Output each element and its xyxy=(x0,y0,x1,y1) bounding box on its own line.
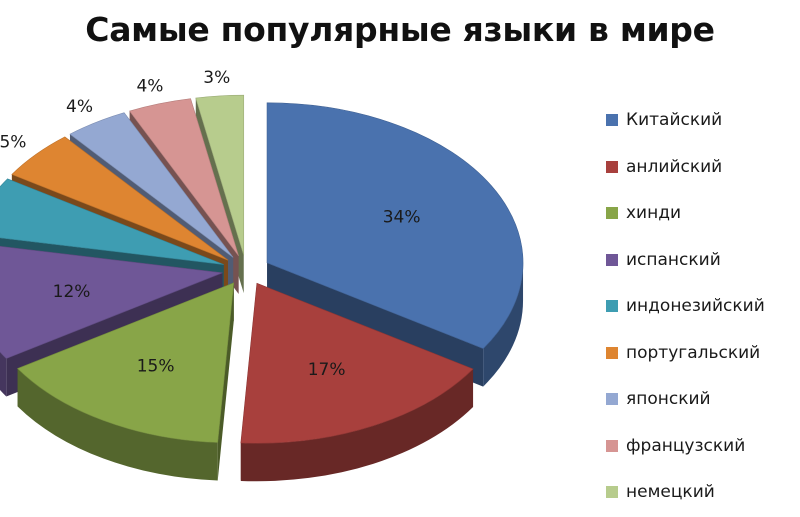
slice-3 xyxy=(0,245,223,359)
pie-labels: 34%17%15%12%6%5%4%4%3% xyxy=(0,68,421,380)
slice-label-8: 3% xyxy=(203,68,230,88)
slice-wall-1 xyxy=(240,368,474,482)
legend-swatch xyxy=(606,300,618,313)
slice-0 xyxy=(266,102,524,349)
slice-8 xyxy=(195,94,245,256)
legend-label: португальский xyxy=(626,342,761,363)
legend-swatch xyxy=(606,346,618,359)
legend-label: испанский xyxy=(626,249,721,270)
legend-label: хинди xyxy=(626,203,682,224)
slice-label-1: 17% xyxy=(308,360,346,380)
slice-wall-2 xyxy=(17,368,218,481)
legend-label: индонезийский xyxy=(626,296,765,317)
legend-item: японский xyxy=(606,376,796,423)
legend-item: индонезийский xyxy=(606,283,796,330)
legend-item: французский xyxy=(606,423,796,470)
slice-7 xyxy=(129,98,239,257)
slice-label-3: 12% xyxy=(53,282,91,302)
legend-swatch xyxy=(606,114,618,127)
legend-swatch xyxy=(606,253,618,266)
slice-1 xyxy=(240,282,474,444)
legend-swatch xyxy=(606,160,618,173)
legend: Китайский анлийский хинди испанский индонези… xyxy=(606,97,796,516)
slice-2 xyxy=(17,282,235,443)
legend-item: испанский xyxy=(606,237,796,284)
legend-item: Китайский xyxy=(606,97,796,144)
legend-label: японский xyxy=(626,389,711,410)
legend-label: немецкий xyxy=(626,482,715,503)
slice-label-0: 34% xyxy=(383,208,421,228)
slice-label-6: 4% xyxy=(66,97,93,117)
legend-swatch xyxy=(606,439,618,452)
legend-item: хинди xyxy=(606,190,796,237)
slice-wall-3 xyxy=(0,351,7,397)
slice-6 xyxy=(69,112,234,258)
legend-swatch xyxy=(606,393,618,406)
legend-item: анлийский xyxy=(606,144,796,191)
slice-5 xyxy=(11,136,229,261)
slice-side-2 xyxy=(217,282,234,481)
legend-item: немецкий xyxy=(606,469,796,516)
legend-swatch xyxy=(606,207,618,220)
slice-label-5: 5% xyxy=(0,133,26,153)
legend-swatch xyxy=(606,486,618,499)
legend-label: Китайский xyxy=(626,110,723,131)
chart-title: Самые популярные языки в мире xyxy=(85,10,715,49)
legend-label: французский xyxy=(626,435,746,456)
slice-label-2: 15% xyxy=(137,356,175,376)
legend-label: анлийский xyxy=(626,156,723,177)
pie-tops xyxy=(0,94,524,444)
slice-wall-0 xyxy=(483,262,524,387)
legend-item: португальский xyxy=(606,330,796,377)
slice-label-7: 4% xyxy=(136,76,163,96)
slice-4 xyxy=(0,178,224,265)
